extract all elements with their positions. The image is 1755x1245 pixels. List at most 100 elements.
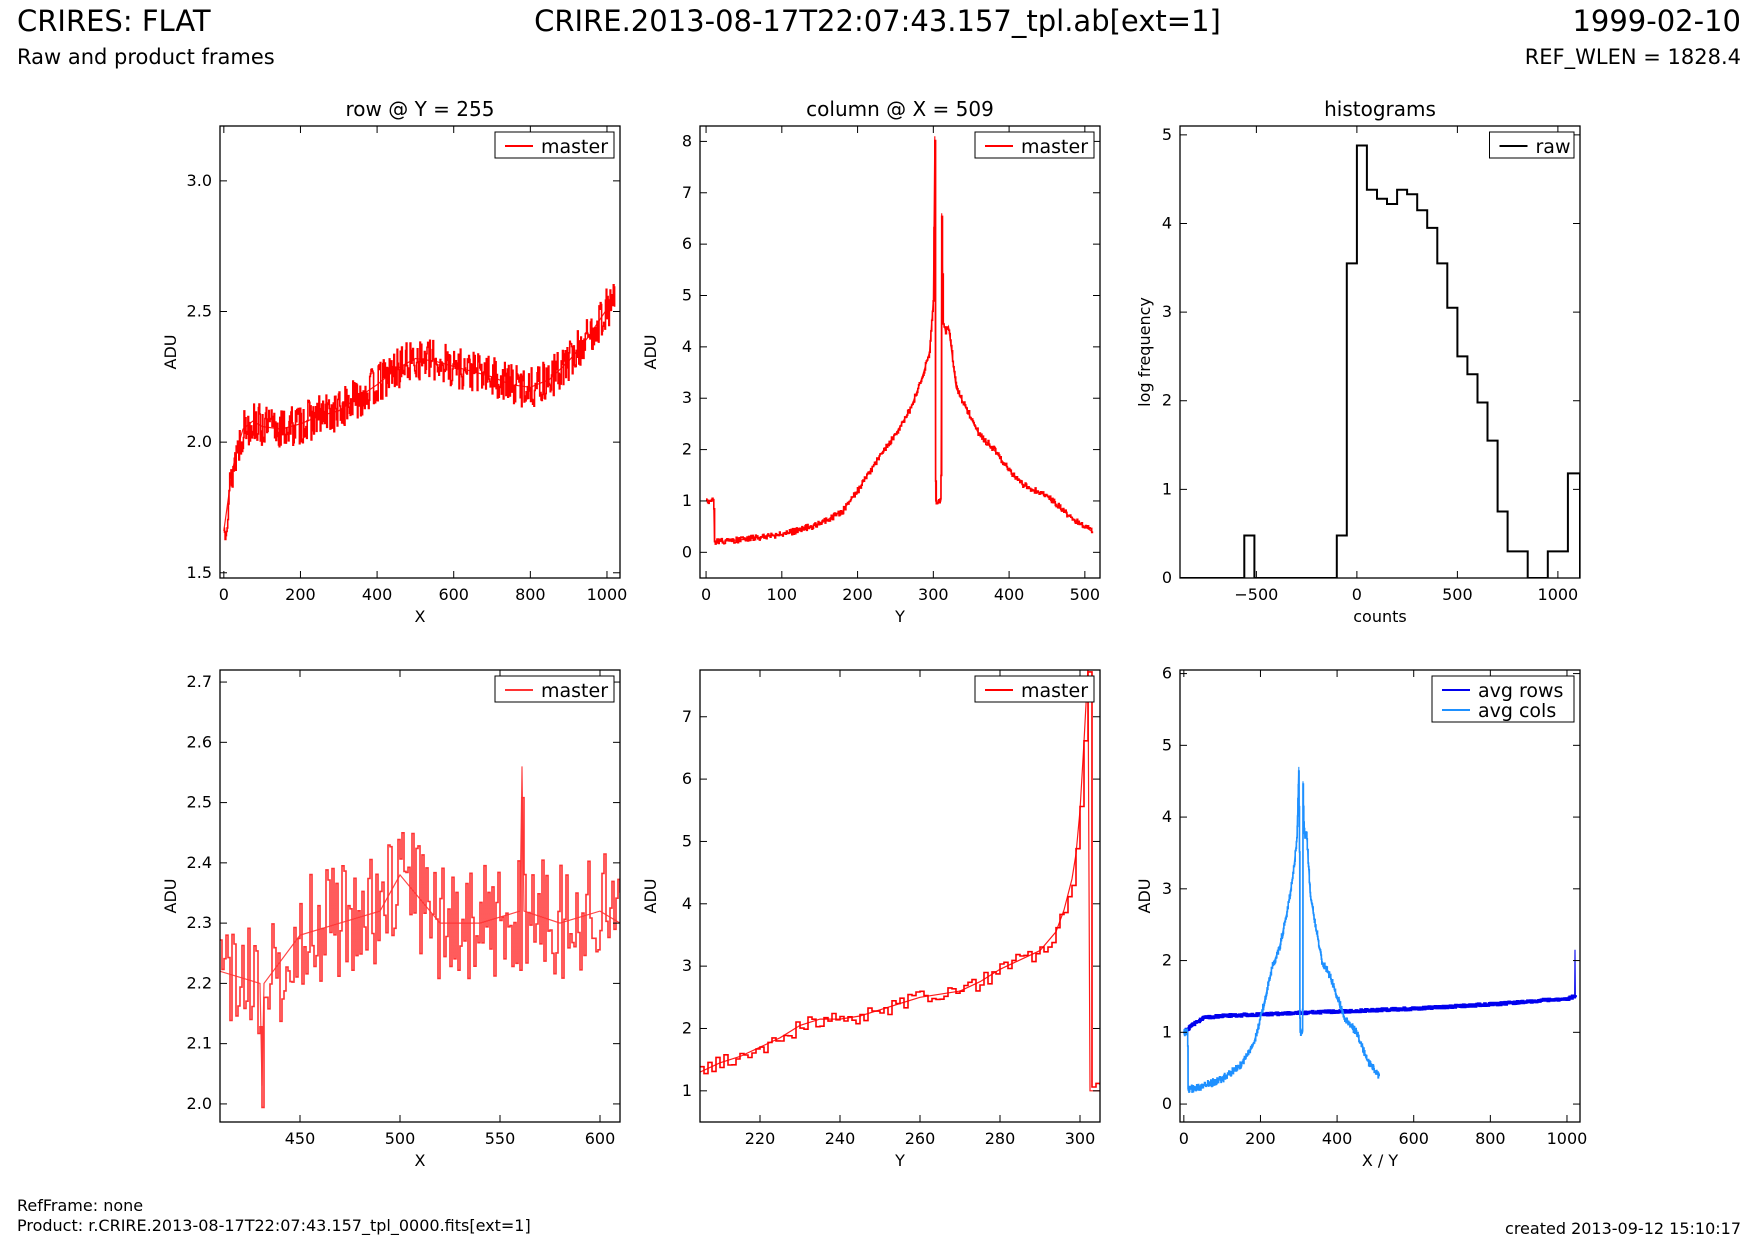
report-subtitle: Raw and product frames [17,45,275,69]
x-tick-label: 600 [585,1129,616,1148]
plot-frame [219,669,621,1123]
y-tick-label: 2.1 [187,1034,212,1053]
legend-label: master [541,136,608,158]
x-tick-label: 200 [842,585,873,604]
x-tick-label: 800 [1475,1129,1506,1148]
x-tick-label: 500 [1070,585,1101,604]
y-tick-label: 2.5 [187,793,212,812]
legend-label: avg cols [1478,700,1556,722]
y-tick-label: 2.0 [187,432,212,451]
plot-area [700,670,1100,1092]
x-tick-label: 100 [767,585,798,604]
y-tick-label: 2.0 [187,1094,212,1113]
y-tick-label: 2 [682,440,692,459]
legend-box [1431,675,1575,723]
x-tick-label: 0 [219,585,229,604]
series-master [220,796,620,1109]
y-tick-label: 4 [1162,213,1172,232]
y-tick-label: 3 [682,956,692,975]
y-tick-label: 2.4 [187,853,212,872]
x-tick-label: 450 [285,1129,316,1148]
x-tick-label: 0 [1179,1129,1189,1148]
plot-area [220,766,620,1109]
x-tick-label: 200 [285,585,316,604]
legend: master [494,131,615,159]
chart-histograms: histograms −500 0 500 1000 0 1 2 3 4 5 counts log fr… [1135,97,1581,626]
series-raw [1180,144,1580,578]
x-tick-label: 500 [1442,585,1473,604]
x-tick-label: 300 [1065,1129,1096,1148]
y-tick-label: 1 [1162,479,1172,498]
y-axis-label: ADU [161,879,180,914]
y-tick-label: 4 [682,337,692,356]
product-note: Product: r.CRIRE.2013-08-17T22:07:43.157… [17,1216,531,1235]
chart-column-zoom: 220 240 260 280 300 1 2 3 4 5 6 7 Y ADU master [641,669,1101,1170]
y-tick-label: 2.6 [187,732,212,751]
report-title: CRIRES: FLAT [17,4,211,38]
y-axis-label: ADU [161,335,180,370]
plot-frame [699,125,1101,579]
legend-label: master [1021,136,1088,158]
plot-frame [699,669,1101,1123]
y-tick-label: 2 [1162,951,1172,970]
x-tick-label: 1000 [1538,585,1579,604]
y-axis-label: log frequency [1135,297,1154,407]
plot-area [223,284,616,541]
y-tick-label: 1 [682,491,692,510]
x-tick-label: 400 [1322,1129,1353,1148]
legend-label: master [1021,680,1088,702]
legend-label: avg rows [1478,680,1563,702]
y-axis-label: ADU [1135,879,1154,914]
ref-frame-note: RefFrame: none [17,1196,144,1215]
y-tick-label: 7 [682,183,692,202]
report-date: 1999-02-10 [1572,4,1741,38]
series-avg-cols [1183,770,1380,1093]
x-axis-label: Y [894,607,905,626]
chart-title: histograms [1324,97,1436,121]
x-tick-label: 800 [515,585,546,604]
chart-row-zoom: 450 500 550 600 2.0 2.1 2.2 2.3 2.4 2.5 2.6 2.7 X ADU… [161,669,621,1170]
y-tick-label: 6 [1162,664,1172,683]
chart-column: column @ X = 509 0 100 200 300 400 500 0 1 2 3 4 5 6 7… [641,97,1101,626]
y-tick-label: 5 [682,831,692,850]
chart-row: row @ Y = 255 0 200 400 600 800 1000 1.5 2.0 2.5 3… [161,97,627,626]
series-master-trend [223,295,616,532]
y-tick-label: 2.3 [187,913,212,932]
y-tick-label: 2.5 [187,302,212,321]
x-tick-label: 220 [745,1129,776,1148]
x-axis-label: counts [1353,607,1406,626]
legend-label: raw [1536,136,1571,158]
x-axis-label: X [415,607,426,626]
y-tick-label: 5 [1162,735,1172,754]
y-tick-label: 0 [682,542,692,561]
series-master-trend [706,136,1093,543]
y-tick-label: 3 [682,388,692,407]
plot-frame [1179,669,1581,1123]
y-axis-label: ADU [641,335,660,370]
y-tick-label: 2.2 [187,973,212,992]
created-timestamp: created 2013-09-12 15:10:17 [1505,1219,1741,1238]
x-axis-label: Y [894,1151,905,1170]
legend: master [494,675,615,703]
y-tick-label: 6 [682,234,692,253]
x-tick-label: 0 [701,585,711,604]
plot-frame [219,125,621,579]
series-avg-cols-trend [1183,766,1380,1091]
x-tick-label: 500 [385,1129,416,1148]
y-tick-label: 4 [682,894,692,913]
y-axis-label: ADU [641,879,660,914]
y-tick-label: 1.5 [187,563,212,582]
series-master [706,139,1094,545]
y-tick-label: 3.0 [187,171,212,190]
legend: master [974,131,1095,159]
plot-area [1180,144,1580,578]
y-tick-label: 8 [682,131,692,150]
chart-averages: 0 200 400 600 800 1000 0 1 2 3 4 5 6 X / Y ADU avg rows… [1135,664,1587,1170]
x-tick-label: 1000 [1547,1129,1588,1148]
legend-label: master [541,680,608,702]
y-tick-label: 5 [1162,125,1172,144]
y-tick-label: 2 [682,1018,692,1037]
y-tick-label: 4 [1162,807,1172,826]
y-tick-label: 3 [1162,302,1172,321]
